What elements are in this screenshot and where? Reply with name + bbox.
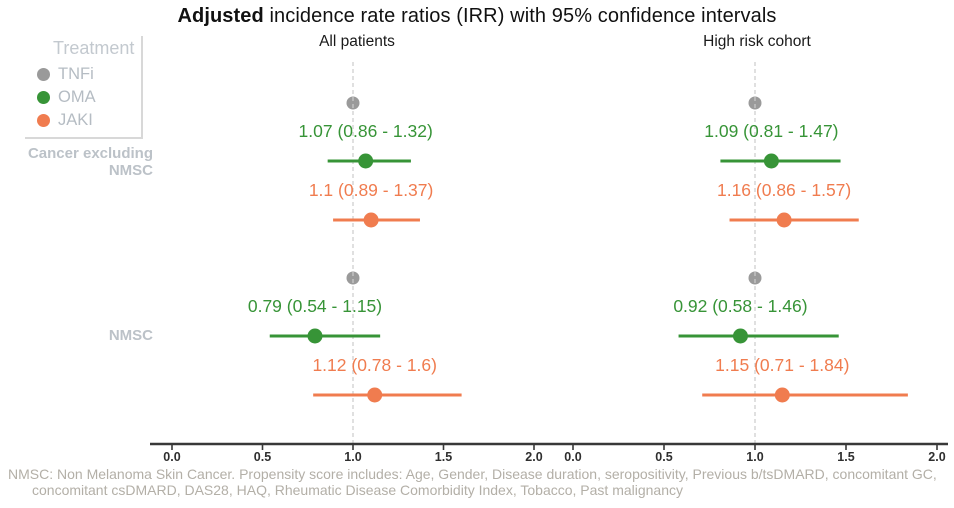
reference-dot-tnfi xyxy=(346,271,360,285)
estimate-label-jaki: 1.15 (0.71 - 1.84) xyxy=(715,355,849,375)
reference-dot-tnfi xyxy=(748,271,762,285)
outcome-label-cancer-excluding-nmsc: Cancer excluding NMSC xyxy=(27,145,153,179)
legend-item-label: OMA xyxy=(58,88,96,106)
legend-item-label: JAKI xyxy=(58,111,93,129)
estimate-label-jaki: 1.16 (0.86 - 1.57) xyxy=(717,180,851,200)
estimate-label-oma: 1.09 (0.81 - 1.47) xyxy=(704,121,838,141)
footnote-line-1: NMSC: Non Melanoma Skin Cancer. Propensi… xyxy=(8,466,937,482)
x-tick-label: 0.5 xyxy=(655,450,672,464)
legend-item-tnfi: TNFi xyxy=(37,63,141,86)
legend-item-label: TNFi xyxy=(58,65,94,83)
outcome-label-nmsc: NMSC xyxy=(108,327,153,344)
chart-title: Adjusted incidence rate ratios (IRR) wit… xyxy=(0,5,954,28)
legend-items: TNFi OMA JAKI xyxy=(37,63,141,132)
oma-dot-icon xyxy=(37,91,50,104)
estimate-label-oma: 0.79 (0.54 - 1.15) xyxy=(248,296,382,316)
facet-label-high-risk-cohort: High risk cohort xyxy=(703,33,811,50)
footnote: NMSC: Non Melanoma Skin Cancer. Propensi… xyxy=(8,466,948,498)
estimate-dot-jaki xyxy=(776,212,792,228)
chart-title-rest: incidence rate ratios (IRR) with 95% con… xyxy=(263,5,777,27)
reference-dot-tnfi xyxy=(346,96,360,110)
x-tick-label: 2.0 xyxy=(525,450,542,464)
estimate-dot-oma xyxy=(732,328,748,344)
estimate-dot-oma xyxy=(307,328,323,344)
x-tick-label: 1.5 xyxy=(435,450,452,464)
estimate-label-jaki: 1.12 (0.78 - 1.6) xyxy=(312,355,437,375)
legend-item-oma: OMA xyxy=(37,86,141,109)
legend-title: Treatment xyxy=(53,38,135,58)
estimate-dot-jaki xyxy=(367,387,383,403)
estimate-dot-oma xyxy=(763,153,779,169)
x-tick-label: 1.0 xyxy=(746,450,763,464)
x-tick-label: 0.5 xyxy=(254,450,271,464)
estimate-dot-jaki xyxy=(363,212,379,228)
estimate-dot-jaki xyxy=(774,387,790,403)
estimate-dot-oma xyxy=(358,153,374,169)
x-tick-label: 0.0 xyxy=(163,450,180,464)
estimate-label-jaki: 1.1 (0.89 - 1.37) xyxy=(309,180,434,200)
x-tick-label: 1.5 xyxy=(837,450,854,464)
x-tick-label: 2.0 xyxy=(928,450,945,464)
x-tick-label: 1.0 xyxy=(344,450,361,464)
estimate-label-oma: 1.07 (0.86 - 1.32) xyxy=(299,121,433,141)
tnfi-dot-icon xyxy=(37,68,50,81)
footnote-line-2: concomitant csDMARD, DAS28, HAQ, Rheumat… xyxy=(32,482,684,498)
x-tick-label: 0.0 xyxy=(564,450,581,464)
estimate-label-oma: 0.92 (0.58 - 1.46) xyxy=(673,296,807,316)
reference-dot-tnfi xyxy=(748,96,762,110)
chart-title-bold: Adjusted xyxy=(177,5,264,27)
facet-label-all-patients: All patients xyxy=(319,33,395,50)
jaki-dot-icon xyxy=(37,114,50,127)
treatment-legend: Treatment TNFi OMA JAKI xyxy=(25,36,143,139)
legend-item-jaki: JAKI xyxy=(37,109,141,132)
